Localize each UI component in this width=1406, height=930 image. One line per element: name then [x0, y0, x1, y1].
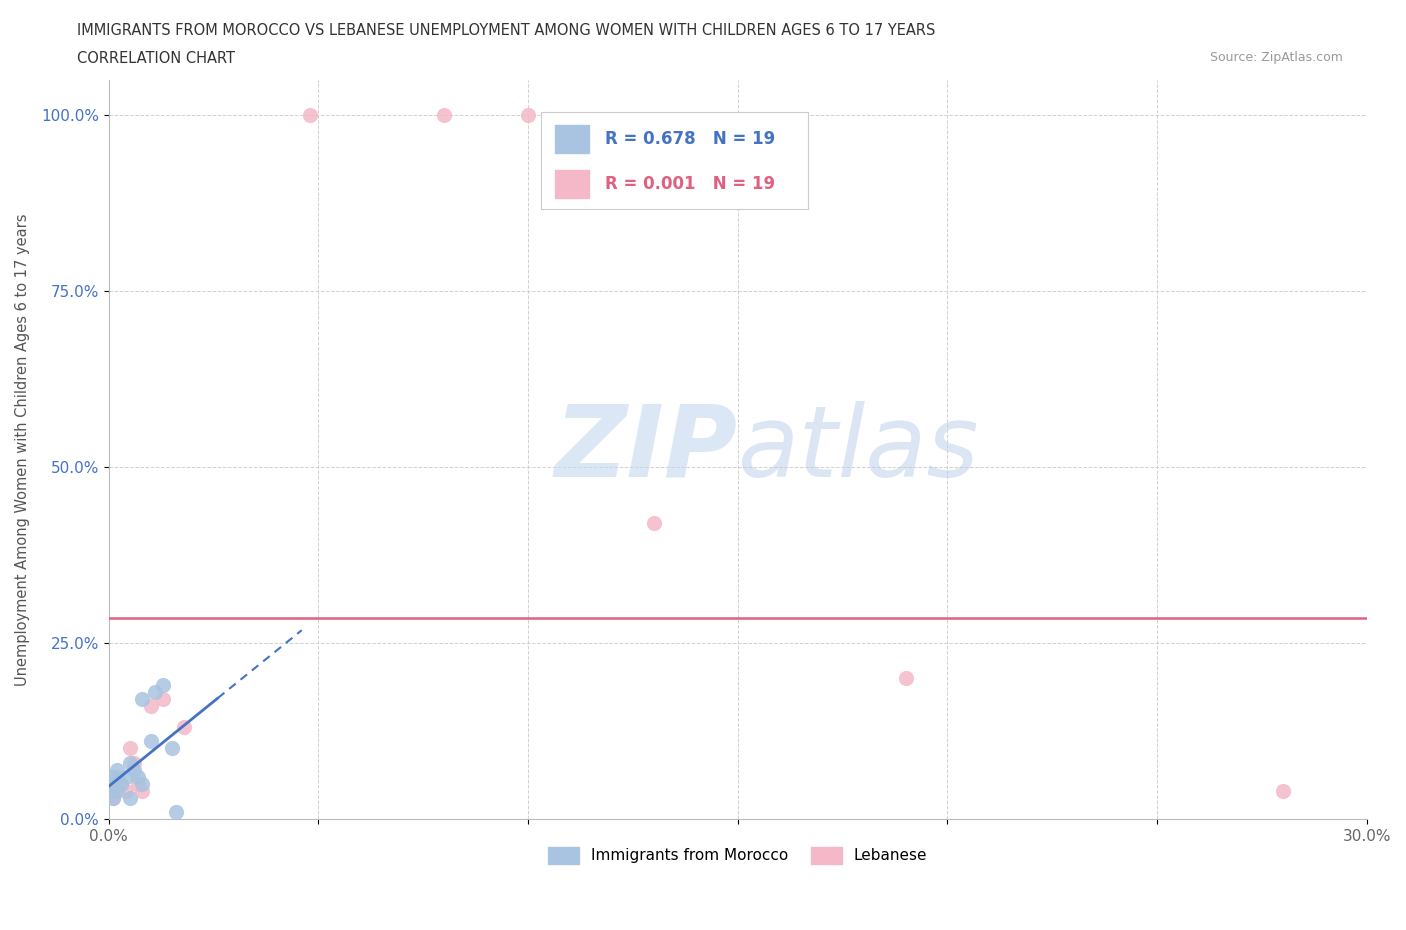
Point — [105, 763, 128, 777]
Point — [100, 783, 122, 798]
Point — [110, 777, 132, 791]
Point — [139, 698, 162, 713]
Point — [101, 790, 124, 805]
Point — [101, 769, 124, 784]
Point — [127, 769, 149, 784]
Point — [114, 783, 136, 798]
Point — [118, 741, 141, 756]
Point — [1271, 783, 1294, 798]
Point — [165, 804, 187, 819]
Legend: Immigrants from Morocco, Lebanese: Immigrants from Morocco, Lebanese — [543, 841, 934, 870]
Point — [101, 777, 124, 791]
Text: CORRELATION CHART: CORRELATION CHART — [77, 51, 235, 66]
Point — [143, 684, 166, 699]
Bar — [554, 126, 589, 153]
Point — [173, 720, 195, 735]
Point — [131, 692, 153, 707]
Point — [122, 763, 145, 777]
Point — [110, 777, 132, 791]
Text: IMMIGRANTS FROM MOROCCO VS LEBANESE UNEMPLOYMENT AMONG WOMEN WITH CHILDREN AGES : IMMIGRANTS FROM MOROCCO VS LEBANESE UNEM… — [77, 23, 936, 38]
Text: ZIP: ZIP — [555, 401, 738, 498]
Point — [114, 769, 136, 784]
Point — [160, 741, 183, 756]
Text: R = 0.678   N = 19: R = 0.678 N = 19 — [606, 130, 776, 148]
Point — [100, 783, 122, 798]
Text: R = 0.001   N = 19: R = 0.001 N = 19 — [606, 175, 776, 193]
Point — [127, 777, 149, 791]
Point — [101, 790, 124, 805]
Point — [433, 108, 456, 123]
Bar — [554, 170, 589, 197]
Point — [643, 516, 665, 531]
Point — [152, 678, 174, 693]
Point — [101, 783, 124, 798]
Point — [299, 108, 322, 123]
Text: Source: ZipAtlas.com: Source: ZipAtlas.com — [1209, 51, 1343, 64]
Point — [122, 755, 145, 770]
Point — [118, 755, 141, 770]
Point — [105, 769, 128, 784]
Point — [131, 777, 153, 791]
Text: atlas: atlas — [738, 401, 980, 498]
Point — [131, 783, 153, 798]
Point — [118, 790, 141, 805]
Point — [894, 671, 917, 685]
Point — [105, 783, 128, 798]
Point — [139, 734, 162, 749]
Point — [152, 692, 174, 707]
Point — [517, 108, 540, 123]
Y-axis label: Unemployment Among Women with Children Ages 6 to 17 years: Unemployment Among Women with Children A… — [15, 213, 30, 685]
